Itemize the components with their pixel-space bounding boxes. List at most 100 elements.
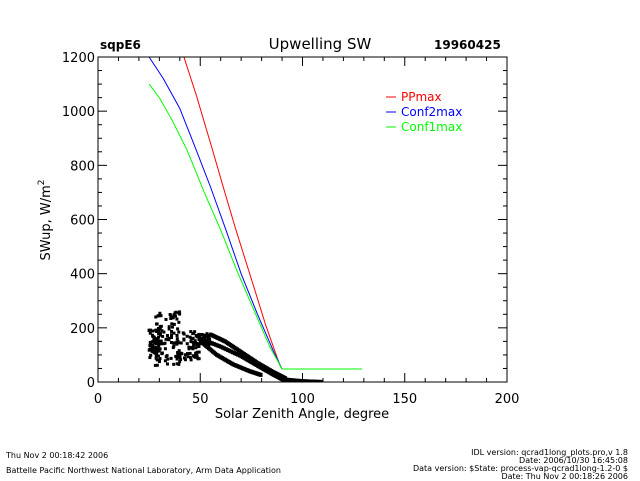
scatter-point: [193, 355, 197, 359]
scatter-point: [178, 352, 182, 356]
series-line-ppmax: [183, 57, 362, 370]
scatter-point: [163, 347, 167, 351]
y-tick-label: 600: [70, 214, 95, 229]
site-label: sqpE6: [100, 38, 141, 52]
scatter-point: [192, 343, 196, 347]
scatter-point: [170, 335, 174, 339]
scatter-point: [197, 357, 201, 361]
scatter-point: [158, 331, 162, 335]
scatter-point: [189, 337, 193, 341]
scatter-point: [151, 340, 155, 344]
scatter-point: [170, 329, 174, 333]
scatter-point: [158, 357, 162, 361]
scatter-point: [193, 353, 197, 357]
scatter-point: [182, 337, 186, 341]
scatter-point: [193, 339, 197, 343]
scatter-point: [205, 332, 209, 336]
scatter-point: [169, 317, 173, 321]
scatter-point: [167, 325, 171, 329]
scatter-point: [164, 317, 168, 321]
scatter-point: [177, 320, 181, 324]
scatter-point: [177, 330, 181, 334]
scatter-point: [151, 329, 155, 333]
scatter-point: [165, 362, 169, 366]
scatter-point: [148, 331, 152, 335]
scatter-point: [149, 353, 153, 357]
scatter-point: [175, 337, 179, 341]
scatter-point: [152, 338, 156, 342]
y-tick-label: 400: [70, 268, 95, 283]
scatter-point: [153, 345, 157, 349]
scatter-point: [172, 344, 176, 348]
scatter-point: [189, 340, 193, 344]
scatter-point: [156, 346, 160, 350]
scatter-point: [175, 333, 179, 337]
y-tick-label: 200: [70, 322, 95, 337]
scatter-point: [165, 334, 169, 338]
scatter-point: [156, 349, 160, 353]
scatter-point: [158, 333, 162, 337]
footer-timestamp: Thu Nov 2 00:18:42 2006: [6, 451, 109, 460]
scatter-point: [164, 337, 168, 341]
scatter-point: [163, 359, 167, 363]
scatter-point: [151, 344, 155, 348]
scatter-point: [157, 335, 161, 339]
scatter-point: [192, 331, 196, 335]
series-line-conf2max: [148, 57, 362, 370]
x-axis-title: Solar Zenith Angle, degree: [215, 407, 389, 422]
scatter-point: [162, 330, 166, 334]
series-line-conf1max: [148, 83, 362, 370]
scatter-point: [193, 330, 197, 334]
scatter-point: [208, 337, 212, 341]
legend-label-ppmax: PPmax: [401, 90, 442, 104]
scatter-point: [171, 341, 175, 345]
scatter-point: [182, 356, 186, 360]
scatter-point: [154, 356, 158, 360]
scatter-point: [154, 338, 158, 342]
scatter-point: [178, 355, 182, 359]
scatter-point: [159, 342, 163, 346]
scatter-point: [155, 341, 159, 345]
scatter-point: [177, 362, 181, 366]
scatter-point: [179, 341, 183, 345]
scatter-point: [174, 354, 178, 358]
scatter-point: [207, 334, 211, 338]
scatter-point: [147, 348, 151, 352]
scatter-point: [170, 322, 174, 326]
scatter-point: [148, 356, 152, 360]
scatter-point: [194, 333, 198, 337]
series-layer: [148, 57, 362, 370]
footer-data-date: Date: Thu Nov 2 00:18:26 2006: [501, 472, 628, 481]
scatter-point: [170, 333, 174, 337]
scatter-point: [174, 310, 178, 314]
scatter-point: [185, 342, 189, 346]
scatter-point: [186, 355, 190, 359]
scatter-point: [195, 355, 199, 359]
scatter-point: [204, 334, 208, 338]
scatter-point: [156, 337, 160, 341]
scatter-point: [148, 341, 152, 345]
scatter-point: [202, 335, 206, 339]
scatter-point: [170, 325, 174, 329]
scatter-point: [181, 331, 185, 335]
scatter-point: [189, 330, 193, 334]
legend-label-conf2max: Conf2max: [401, 105, 462, 119]
x-tick-label: 150: [392, 392, 417, 407]
x-tick-label: 100: [290, 392, 315, 407]
scatter-point: [180, 352, 184, 356]
scatter-point: [158, 311, 162, 315]
scatter-point: [158, 327, 162, 331]
scatter-layer: [147, 310, 324, 382]
scatter-point: [183, 353, 187, 357]
scatter-point: [156, 342, 160, 346]
x-tick-label: 0: [94, 392, 102, 407]
scatter-point: [147, 328, 151, 332]
scatter-point: [183, 358, 187, 362]
scatter-point: [169, 341, 173, 345]
footer-idl-version: IDL version: qcrad1long_plots.pro,v 1.8: [471, 448, 628, 457]
x-tick-label: 200: [495, 392, 520, 407]
scatter-point: [188, 355, 192, 359]
scatter-point: [176, 327, 180, 331]
scatter-point: [153, 363, 157, 367]
scatter-point: [159, 339, 163, 343]
